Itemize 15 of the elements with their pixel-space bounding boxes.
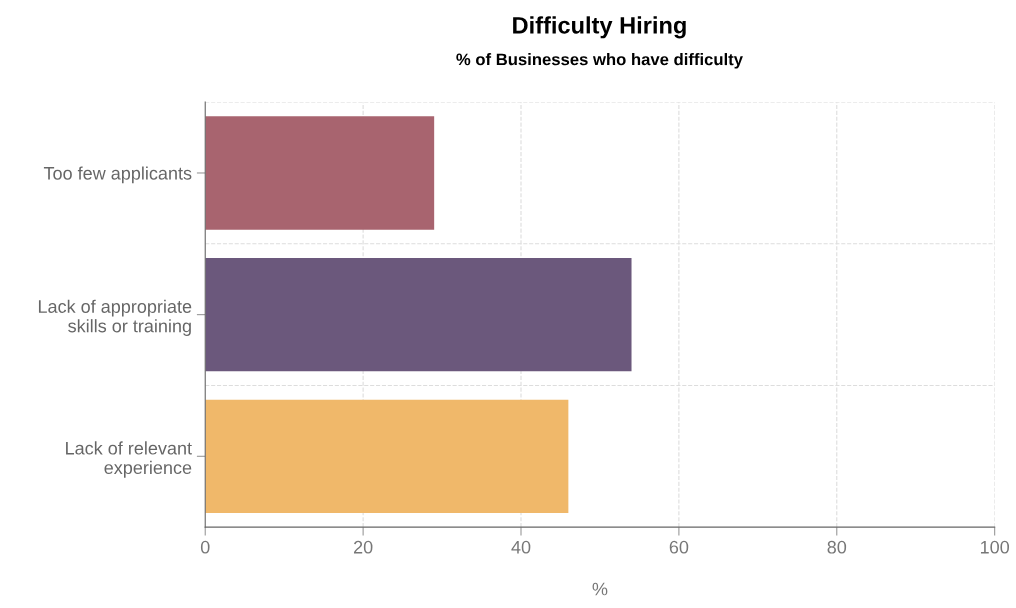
y-tick-label: Lack of relevant experience	[66, 441, 192, 478]
chart-title: Difficulty Hiring	[513, 16, 686, 39]
x-tick-label: 40	[511, 540, 531, 554]
x-tick-label: 80	[827, 540, 847, 554]
y-tick-label: Too few applicants	[43, 166, 192, 184]
chart-subtitle: % of Businesses who have difficulty	[456, 53, 743, 69]
bar	[205, 399, 569, 513]
x-tick-label: 60	[669, 540, 689, 554]
bar	[205, 257, 632, 372]
y-tick-label: Lack of appropriate skills or training	[38, 299, 192, 336]
x-tick-label: 0	[200, 540, 210, 554]
x-axis-title: %	[592, 582, 608, 596]
x-tick-label: 20	[353, 540, 373, 554]
x-tick-label: 100	[980, 540, 1010, 554]
bar	[205, 116, 435, 230]
